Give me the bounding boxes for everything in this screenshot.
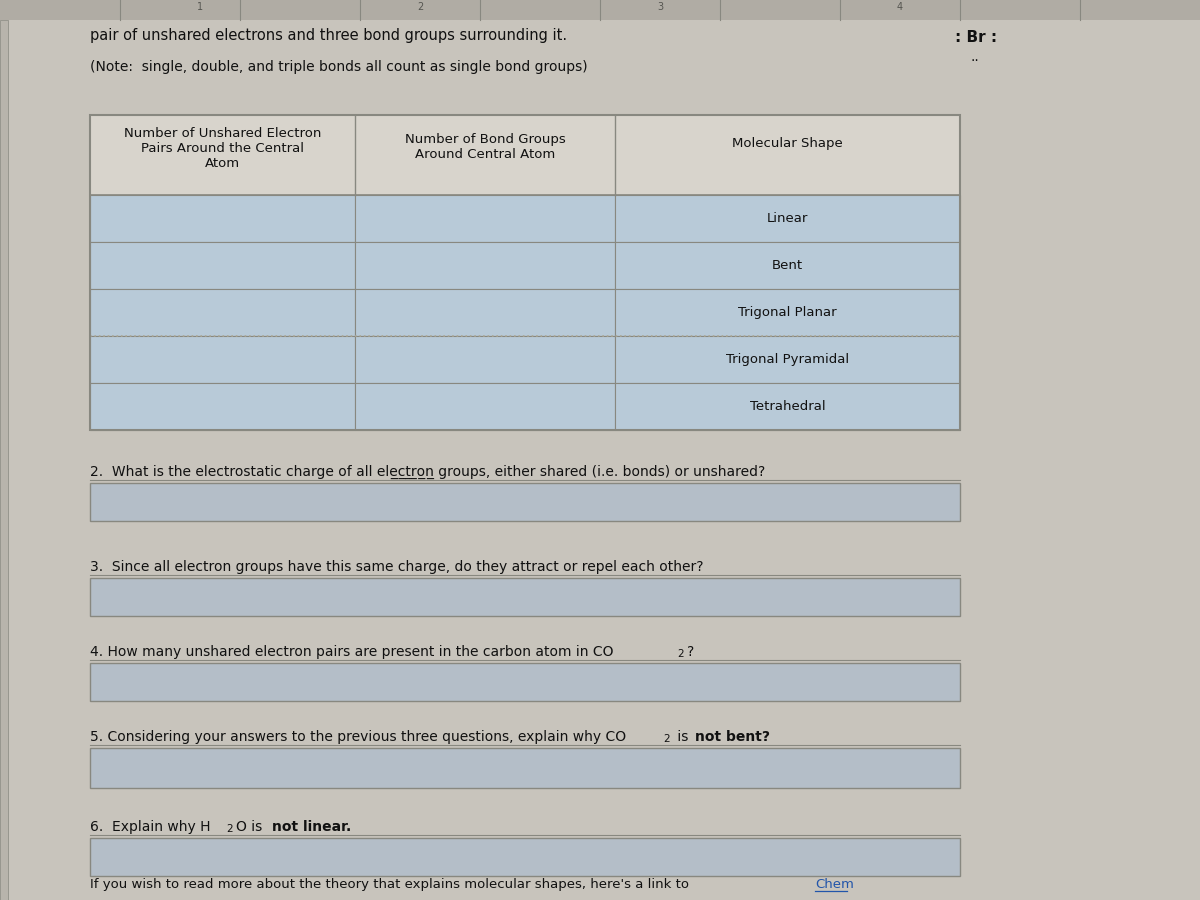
Bar (90, 336, 355, 383)
Bar (355, 195, 616, 242)
Text: (Note:  single, double, and triple bonds all count as single bond groups): (Note: single, double, and triple bonds … (90, 60, 588, 74)
Text: 1: 1 (197, 2, 203, 12)
Bar (90, 289, 355, 336)
Text: Chem: Chem (815, 878, 854, 891)
Text: Tetrahedral: Tetrahedral (750, 400, 826, 413)
Text: Number of Unshared Electron
Pairs Around the Central
Atom: Number of Unshared Electron Pairs Around… (124, 127, 322, 170)
Text: Bent: Bent (772, 259, 803, 272)
Text: Trigonal Planar: Trigonal Planar (738, 306, 836, 319)
Bar (355, 242, 616, 289)
Text: Trigonal Pyramidal: Trigonal Pyramidal (726, 353, 850, 366)
Text: : Br :: : Br : (955, 30, 997, 45)
Text: Linear: Linear (767, 212, 808, 225)
Bar (90, 115, 960, 195)
Text: pair of unshared electrons and three bond groups surrounding it.: pair of unshared electrons and three bon… (90, 28, 568, 43)
Text: not linear.: not linear. (272, 820, 352, 834)
Text: 2: 2 (662, 734, 670, 744)
Bar (0, 0, 1200, 20)
Bar (616, 195, 960, 242)
Text: 2: 2 (416, 2, 424, 12)
Text: 3.  Since all electron groups have this same charge, do they attract or repel ea: 3. Since all electron groups have this s… (90, 560, 703, 574)
Text: O is: O is (236, 820, 266, 834)
Bar (616, 383, 960, 430)
Text: 2.  What is the electrostatic charge of all ele̲c̲t̲r̲o̲n̲ groups, either shared: 2. What is the electrostatic charge of a… (90, 465, 766, 479)
Text: ..: .. (970, 50, 979, 64)
Bar (90, 663, 960, 701)
Bar (90, 383, 355, 430)
Text: If you wish to read more about the theory that explains molecular shapes, here's: If you wish to read more about the theor… (90, 878, 694, 891)
Text: 4: 4 (896, 2, 904, 12)
Bar (355, 383, 616, 430)
Text: Molecular Shape: Molecular Shape (732, 137, 842, 150)
Bar (616, 336, 960, 383)
Bar (90, 195, 355, 242)
Text: ?: ? (686, 645, 695, 659)
Bar (355, 336, 616, 383)
Bar (355, 289, 616, 336)
Text: 6.  Explain why H: 6. Explain why H (90, 820, 210, 834)
Text: 3: 3 (656, 2, 664, 12)
Bar (90, 748, 960, 788)
Bar (90, 578, 960, 616)
Text: Number of Bond Groups
Around Central Atom: Number of Bond Groups Around Central Ato… (404, 133, 565, 161)
Text: 5. Considering your answers to the previous three questions, explain why CO: 5. Considering your answers to the previ… (90, 730, 626, 744)
Bar (616, 289, 960, 336)
Bar (90, 115, 960, 430)
Text: 2: 2 (677, 649, 684, 659)
Text: 4. How many unshared electron pairs are present in the carbon atom in CO: 4. How many unshared electron pairs are … (90, 645, 613, 659)
Bar (90, 242, 355, 289)
Text: is: is (673, 730, 692, 744)
Bar (616, 242, 960, 289)
Text: 2: 2 (226, 824, 233, 834)
Bar (0, 20, 8, 900)
Bar (90, 483, 960, 521)
Bar (90, 838, 960, 876)
Text: not bent?: not bent? (695, 730, 770, 744)
